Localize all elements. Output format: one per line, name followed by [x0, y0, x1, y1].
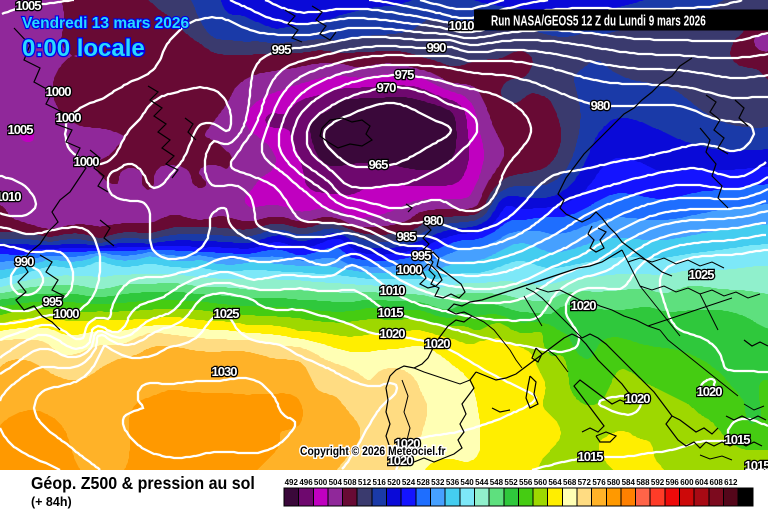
svg-text:965: 965 — [369, 157, 388, 172]
svg-text:(+ 84h): (+ 84h) — [31, 495, 72, 509]
svg-text:1025: 1025 — [214, 306, 240, 321]
svg-text:1010: 1010 — [380, 283, 406, 298]
svg-text:1000: 1000 — [46, 84, 72, 99]
svg-text:524: 524 — [402, 478, 416, 487]
svg-text:1020: 1020 — [425, 336, 451, 351]
svg-text:1010: 1010 — [0, 189, 21, 204]
svg-text:0:00 locale: 0:00 locale — [22, 35, 145, 62]
svg-text:Copyright © 2026 Meteociel.fr: Copyright © 2026 Meteociel.fr — [300, 445, 446, 458]
svg-text:612: 612 — [724, 478, 738, 487]
svg-text:588: 588 — [636, 478, 650, 487]
svg-text:1005: 1005 — [16, 0, 42, 13]
svg-text:990: 990 — [427, 40, 446, 55]
svg-text:532: 532 — [431, 478, 445, 487]
svg-text:500: 500 — [314, 478, 328, 487]
svg-text:556: 556 — [519, 478, 533, 487]
svg-text:496: 496 — [299, 478, 313, 487]
svg-text:1000: 1000 — [56, 110, 82, 125]
svg-text:540: 540 — [460, 478, 474, 487]
svg-text:985: 985 — [397, 229, 416, 244]
svg-text:995: 995 — [272, 42, 291, 57]
svg-text:552: 552 — [504, 478, 518, 487]
svg-text:516: 516 — [373, 478, 387, 487]
svg-text:564: 564 — [548, 478, 562, 487]
svg-text:1015: 1015 — [745, 458, 768, 473]
svg-text:1015: 1015 — [578, 449, 604, 464]
svg-text:608: 608 — [710, 478, 724, 487]
svg-text:568: 568 — [563, 478, 577, 487]
svg-text:596: 596 — [666, 478, 680, 487]
svg-text:592: 592 — [651, 478, 665, 487]
svg-text:1000: 1000 — [397, 262, 423, 277]
svg-text:1020: 1020 — [388, 453, 414, 468]
svg-text:Run NASA/GEOS5 12 Z du Lundi 9: Run NASA/GEOS5 12 Z du Lundi 9 mars 2026 — [491, 11, 706, 29]
svg-text:1025: 1025 — [689, 267, 715, 282]
svg-text:1000: 1000 — [54, 306, 80, 321]
svg-text:975: 975 — [395, 67, 414, 82]
svg-text:1030: 1030 — [212, 364, 238, 379]
svg-text:584: 584 — [622, 478, 636, 487]
svg-text:980: 980 — [424, 213, 443, 228]
svg-text:548: 548 — [490, 478, 504, 487]
svg-text:995: 995 — [43, 294, 62, 309]
svg-text:576: 576 — [592, 478, 606, 487]
svg-text:560: 560 — [534, 478, 548, 487]
svg-text:604: 604 — [695, 478, 709, 487]
svg-text:1020: 1020 — [625, 391, 651, 406]
svg-text:492: 492 — [285, 478, 299, 487]
svg-text:Vendredi 13 mars 2026: Vendredi 13 mars 2026 — [22, 15, 190, 32]
svg-text:970: 970 — [377, 80, 396, 95]
svg-text:572: 572 — [578, 478, 592, 487]
svg-text:995: 995 — [412, 248, 431, 263]
svg-text:600: 600 — [680, 478, 694, 487]
svg-text:536: 536 — [446, 478, 460, 487]
svg-text:504: 504 — [329, 478, 343, 487]
svg-text:580: 580 — [607, 478, 621, 487]
svg-text:1000: 1000 — [74, 154, 100, 169]
svg-text:1020: 1020 — [697, 384, 723, 399]
svg-text:Géop. Z500 & pression au sol: Géop. Z500 & pression au sol — [31, 473, 255, 493]
svg-text:520: 520 — [387, 478, 401, 487]
svg-text:1020: 1020 — [571, 298, 597, 313]
svg-text:1010: 1010 — [449, 18, 475, 33]
svg-text:990: 990 — [15, 254, 34, 269]
svg-text:544: 544 — [475, 478, 489, 487]
svg-text:980: 980 — [591, 98, 610, 113]
svg-text:1020: 1020 — [380, 326, 406, 341]
svg-text:1015: 1015 — [725, 432, 751, 447]
svg-text:1015: 1015 — [378, 305, 404, 320]
svg-text:1005: 1005 — [8, 122, 34, 137]
svg-text:528: 528 — [417, 478, 431, 487]
svg-text:1020: 1020 — [395, 436, 421, 451]
svg-text:508: 508 — [343, 478, 357, 487]
svg-text:512: 512 — [358, 478, 372, 487]
